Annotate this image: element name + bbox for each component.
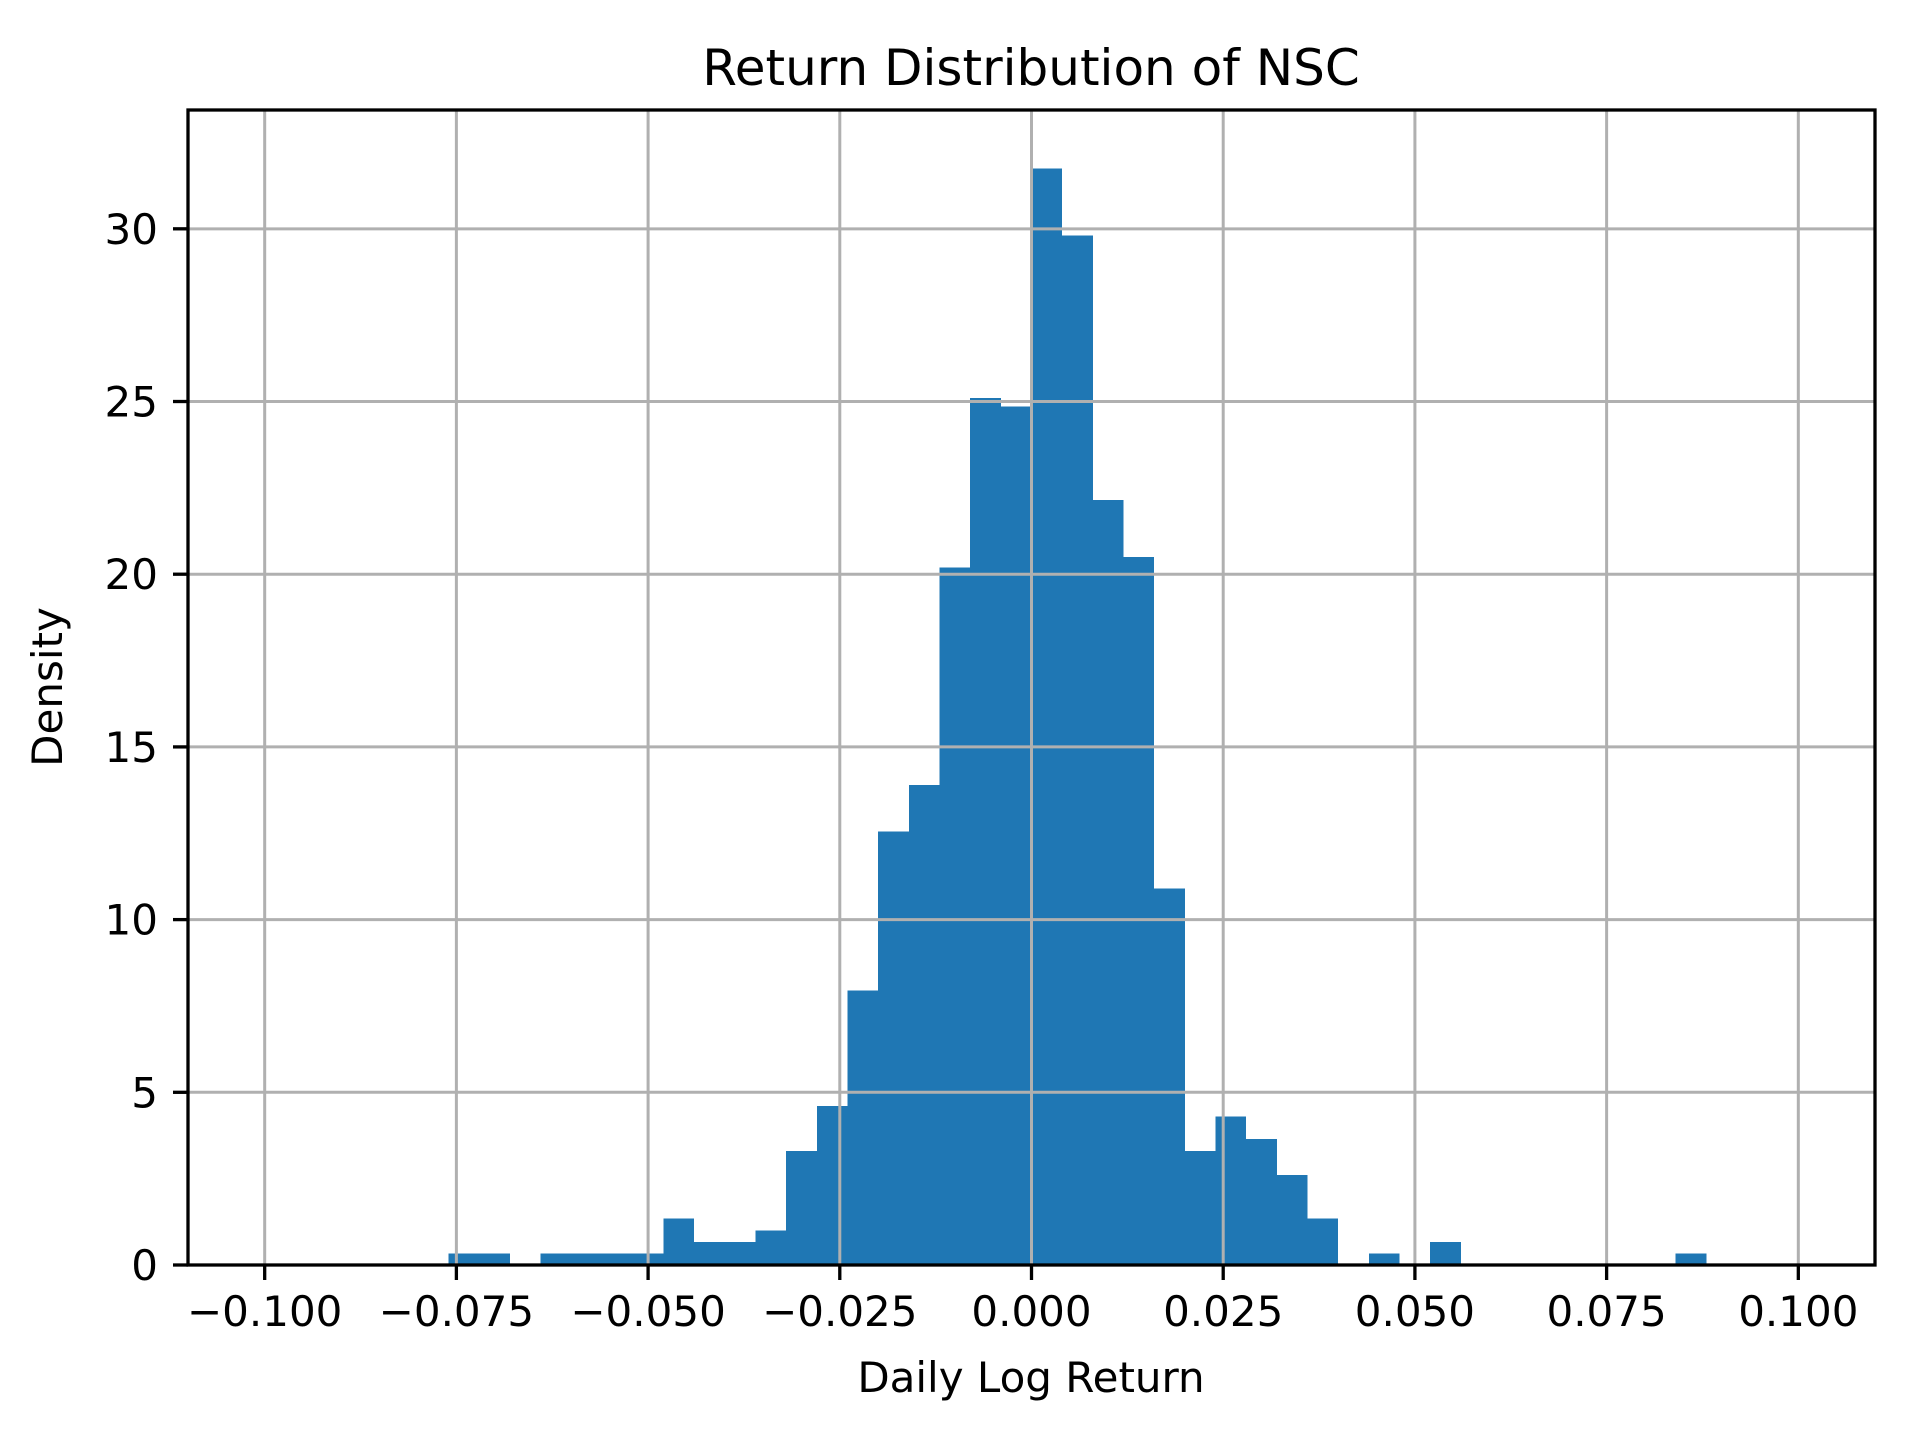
histogram-bar — [448, 1253, 480, 1265]
histogram-bar — [1246, 1138, 1277, 1265]
x-tick-label: 0.075 — [1546, 1287, 1666, 1336]
y-tick-label: 5 — [131, 1068, 158, 1117]
histogram-bar — [724, 1241, 756, 1265]
histogram-bar — [1276, 1175, 1308, 1265]
x-tick-label: 0.050 — [1355, 1287, 1475, 1336]
histogram-bar — [1368, 1253, 1400, 1265]
y-tick-label: 0 — [131, 1241, 158, 1290]
histogram-bar — [1154, 888, 1185, 1265]
histogram-bar — [1215, 1116, 1247, 1265]
chart-title: Return Distribution of NSC — [702, 39, 1360, 97]
histogram-bar — [1307, 1218, 1339, 1265]
histogram-bar — [786, 1151, 817, 1265]
histogram-bar — [1675, 1253, 1707, 1265]
x-tick-label: −0.075 — [379, 1287, 534, 1336]
histogram-bar — [908, 784, 940, 1265]
histogram-bar — [1430, 1241, 1461, 1265]
histogram-bar — [1184, 1151, 1216, 1265]
bars-layer — [448, 168, 1707, 1266]
y-axis-label: Density — [23, 607, 72, 767]
x-tick-label: −0.025 — [762, 1287, 917, 1336]
histogram-bar — [755, 1230, 787, 1265]
x-axis-label: Daily Log Return — [857, 1353, 1204, 1402]
histogram-bar — [1092, 499, 1124, 1265]
axes-layer — [173, 108, 1877, 1280]
histogram-bar — [1031, 168, 1063, 1265]
histogram-bar — [1062, 235, 1093, 1266]
histogram-bar — [694, 1241, 725, 1265]
y-tick-label: 30 — [105, 205, 158, 254]
histogram-bar — [939, 567, 971, 1265]
y-tick-label: 15 — [105, 723, 158, 772]
histogram-bar — [847, 990, 879, 1265]
histogram-bar — [571, 1253, 603, 1265]
x-tick-label: 0.100 — [1738, 1287, 1858, 1336]
histogram-bar — [1123, 556, 1155, 1265]
x-tick-label: −0.100 — [187, 1287, 342, 1336]
x-tick-label: −0.050 — [570, 1287, 725, 1336]
x-tick-labels: −0.100 −0.075 −0.050 −0.025 0.000 0.025 0.050 0… — [187, 1287, 1858, 1336]
x-tick-label: 0.000 — [971, 1287, 1091, 1336]
histogram-bar — [540, 1253, 572, 1265]
x-tick-label: 0.025 — [1163, 1287, 1283, 1336]
y-tick-label: 25 — [105, 378, 158, 427]
histogram-bar — [602, 1253, 633, 1265]
histogram-bar — [1000, 406, 1032, 1265]
histogram-bar — [663, 1218, 695, 1265]
histogram-bar — [878, 831, 909, 1265]
y-tick-label: 10 — [105, 896, 158, 945]
y-tick-labels: 0 5 10 15 20 25 30 — [105, 205, 158, 1290]
y-tick-label: 20 — [105, 550, 158, 599]
histogram-bar — [479, 1253, 511, 1265]
histogram-bar — [816, 1106, 848, 1265]
histogram-bar — [970, 398, 1001, 1265]
